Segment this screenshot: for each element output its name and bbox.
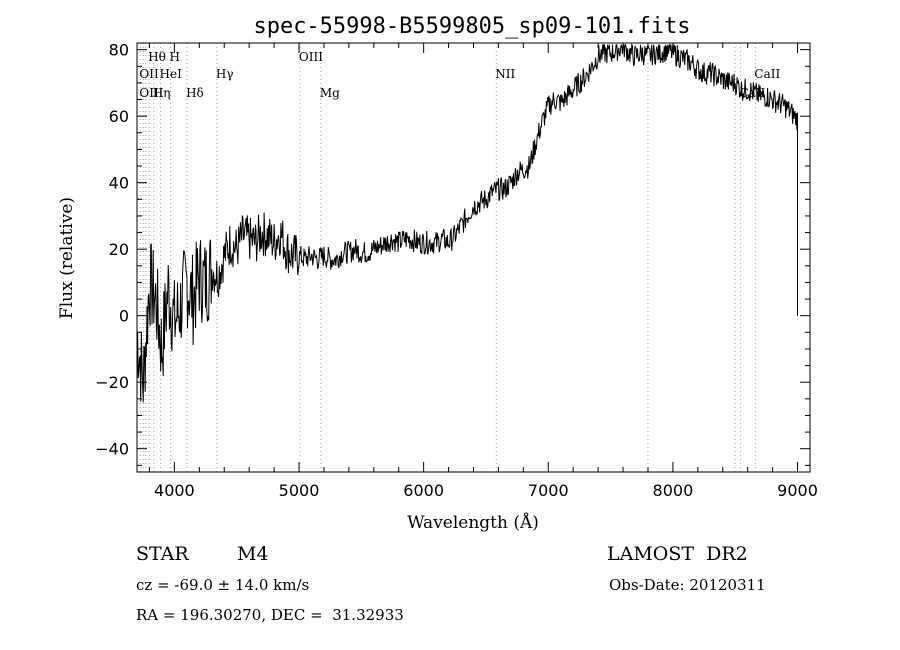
line-label: Mg [320,86,340,100]
line-label: OIII [139,86,163,100]
object-subclass: M4 [237,543,269,565]
survey-name: LAMOST DR2 [607,543,748,565]
obs-date: Obs-Date: 20120311 [609,576,766,594]
line-label: Hη [153,86,171,100]
line-label: CaII [754,67,780,81]
line-label: NII [495,67,515,81]
y-tick-label: 80 [109,41,129,60]
x-tick-label: 8000 [653,481,694,500]
line-label: OIII [299,50,323,64]
y-tick-label: −20 [95,373,129,392]
x-tick-label: 6000 [403,481,444,500]
object-type: STAR [136,543,189,565]
y-tick-label: 20 [109,240,129,259]
line-label: OII [139,67,159,81]
redshift-info: cz = -69.0 ± 14.0 km/s [136,576,309,594]
chart-title: spec-55998-B5599805_sp09-101.fits [253,14,690,39]
plot-axes: 4000 5000 6000 7000 8000 9000 −40 −20 0 20 40 60 80 [95,41,818,500]
line-label: Hθ [148,50,166,64]
y-tick-label: −40 [95,440,129,459]
y-axis-label: Flux (relative) [57,197,77,319]
line-label: Hδ [186,86,204,100]
x-tick-label: 5000 [279,481,320,500]
line-label: HeI [160,67,183,81]
spectrum-trace [136,42,798,403]
coordinates: RA = 196.30270, DEC = 31.32933 [136,606,404,624]
x-axis-label: Wavelength (Å) [407,512,539,533]
x-tick-label: 7000 [528,481,569,500]
x-tick-label: 4000 [154,481,195,500]
line-label: Hγ [216,67,234,81]
y-tick-label: 40 [109,174,129,193]
line-label: H [170,50,180,64]
x-tick-label: 9000 [777,481,818,500]
y-tick-label: 0 [119,307,129,326]
y-tick-label: 60 [109,107,129,126]
